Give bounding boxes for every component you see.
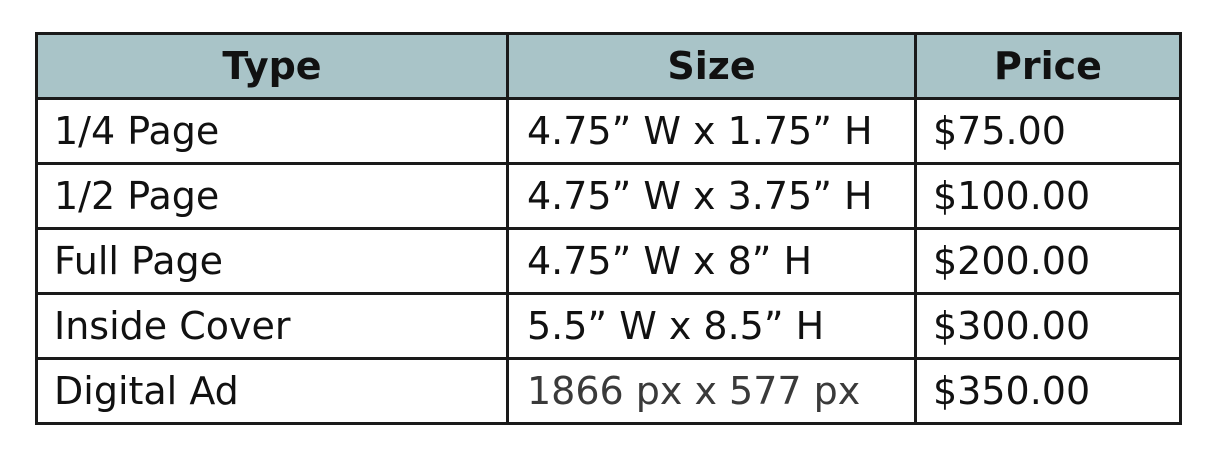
table-body: 1/4 Page 4.75” W x 1.75” H $75.00 1/2 Pa… [35,97,1182,425]
cell-size: 4.75” W x 3.75” H [506,162,917,230]
cell-price: $300.00 [914,292,1182,360]
cell-size: 1866 px x 577 px [506,357,917,425]
table-row: Inside Cover 5.5” W x 8.5” H $300.00 [35,292,1182,360]
header-row: Type Size Price [35,32,1182,100]
table-row: 1/2 Page 4.75” W x 3.75” H $100.00 [35,162,1182,230]
cell-price: $200.00 [914,227,1182,295]
ad-pricing-table: Type Size Price 1/4 Page 4.75” W x 1.75”… [35,32,1182,425]
cell-type: 1/2 Page [35,162,509,230]
cell-price: $75.00 [914,97,1182,165]
cell-price: $100.00 [914,162,1182,230]
header-size: Size [506,32,917,100]
cell-type: Inside Cover [35,292,509,360]
cell-price: $350.00 [914,357,1182,425]
header-type: Type [35,32,509,100]
table-row: 1/4 Page 4.75” W x 1.75” H $75.00 [35,97,1182,165]
ad-pricing-table-container: Type Size Price 1/4 Page 4.75” W x 1.75”… [35,32,1182,425]
cell-size: 5.5” W x 8.5” H [506,292,917,360]
cell-size: 4.75” W x 1.75” H [506,97,917,165]
table-header: Type Size Price [35,32,1182,100]
cell-size: 4.75” W x 8” H [506,227,917,295]
cell-type: 1/4 Page [35,97,509,165]
header-price: Price [914,32,1182,100]
table-row: Full Page 4.75” W x 8” H $200.00 [35,227,1182,295]
cell-type: Digital Ad [35,357,509,425]
cell-type: Full Page [35,227,509,295]
table-row: Digital Ad 1866 px x 577 px $350.00 [35,357,1182,425]
